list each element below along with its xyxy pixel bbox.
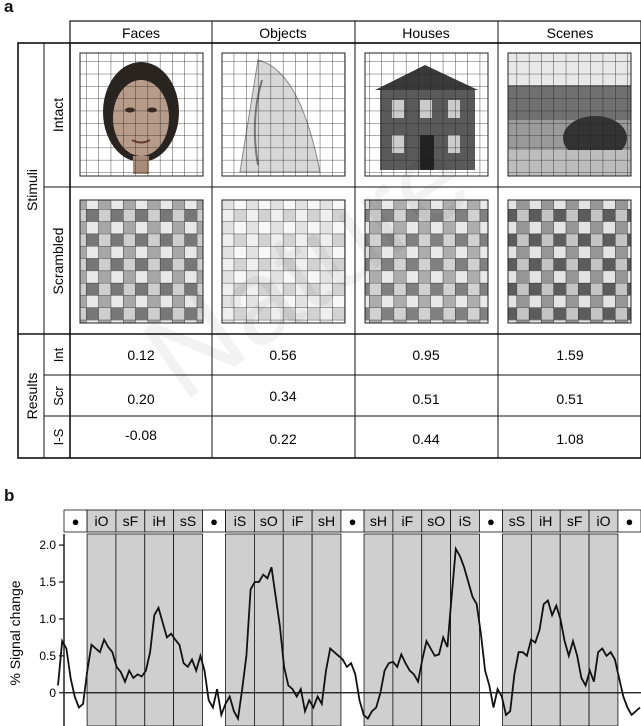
scrambled-house-image [364, 199, 489, 324]
group-label-stimuli: Stimuli [24, 169, 40, 211]
y-tick-label: 1.5 [39, 575, 56, 589]
stim-band [115, 533, 146, 726]
col-header-objects: Objects [259, 25, 306, 41]
block-label-17: iH [539, 513, 552, 529]
block-label-16: sS [509, 513, 525, 529]
block-label-14: iS [459, 513, 471, 529]
col-header-houses: Houses [402, 25, 449, 41]
results-values: 0.12 0.56 0.95 1.59 0.20 0.34 0.51 0.51 … [125, 347, 584, 447]
y-tick-label: 2.0 [39, 538, 56, 552]
result-int-scenes: 1.59 [556, 347, 583, 363]
result-scr-houses: 0.51 [412, 391, 439, 407]
y-ticks: 0 0.5 1.0 1.5 2.0 [39, 538, 64, 700]
result-is-objects: 0.22 [269, 431, 296, 447]
block-label-18: sF [567, 513, 583, 529]
signal-series-line [57, 545, 641, 722]
block-label-11: sH [370, 513, 387, 529]
stim-band [86, 533, 117, 726]
stim-band [450, 533, 480, 726]
block-label-9: sH [318, 513, 335, 529]
scrambled-face-image [79, 199, 204, 324]
block-label-13: sO [427, 513, 445, 529]
result-is-houses: 0.44 [412, 431, 439, 447]
stim-band [225, 533, 255, 726]
block-label-5: ● [210, 514, 218, 529]
signal-change-chart: ● iO sF iH sS ● iS sO iF sH ● sH iF sO iS ● sS iH sF iO ● 00… [7, 509, 641, 726]
stim-band [502, 533, 532, 726]
stimuli-results-table: Faces Objects Houses Scenes Stimuli Inta… [17, 20, 641, 459]
block-label-4: sS [180, 513, 196, 529]
stim-band [559, 533, 590, 726]
block-bands [86, 533, 619, 726]
scrambled-object-image [221, 199, 346, 324]
row-label-scrambled: Scrambled [50, 228, 66, 295]
block-label-8: iF [292, 513, 304, 529]
result-is-faces: -0.08 [125, 427, 157, 443]
result-int-faces: 0.12 [127, 347, 154, 363]
stim-band [421, 533, 451, 726]
block-label-10: ● [349, 514, 357, 529]
y-tick-label: 1.0 [39, 612, 56, 626]
row-label-int: Int [51, 347, 66, 362]
result-scr-objects: 0.34 [269, 388, 296, 404]
intact-object-image [221, 52, 346, 177]
block-label-7: sO [260, 513, 278, 529]
block-label-0: ● [72, 514, 80, 529]
stim-band [173, 533, 203, 726]
y-tick-label: 0.5 [39, 649, 56, 663]
result-scr-faces: 0.20 [127, 391, 154, 407]
stim-band [144, 533, 175, 726]
y-tick-label: 0 [49, 686, 56, 700]
block-label-19: iO [596, 513, 610, 529]
y-axis-label: % Signal change [7, 580, 23, 685]
stim-band [311, 533, 342, 726]
block-label-3: iH [153, 513, 166, 529]
stim-band [530, 533, 561, 726]
col-header-faces: Faces [122, 25, 160, 41]
result-scr-scenes: 0.51 [556, 391, 583, 407]
block-label-12: iF [401, 513, 413, 529]
intact-scene-image [507, 52, 632, 177]
block-label-20: ● [626, 514, 634, 529]
group-label-results: Results [24, 373, 40, 420]
row-label-scr: Scr [51, 386, 66, 406]
panel-a-label: a [4, 0, 14, 16]
result-is-scenes: 1.08 [556, 431, 583, 447]
column-headers: Faces Objects Houses Scenes [69, 20, 641, 44]
row-label-i-s: I-S [51, 428, 66, 445]
block-label-6: iS [234, 513, 246, 529]
result-int-objects: 0.56 [269, 347, 296, 363]
block-label-2: sF [123, 513, 139, 529]
intact-face-image [79, 52, 204, 177]
result-int-houses: 0.95 [412, 347, 439, 363]
scrambled-scene-image [507, 199, 632, 324]
block-labels: ● iO sF iH sS ● iS sO iF sH ● sH iF sO iS ● sS iH sF iO ● [63, 509, 641, 533]
panel-b-label: b [4, 486, 15, 505]
col-header-scenes: Scenes [547, 25, 594, 41]
block-label-15: ● [487, 514, 495, 529]
intact-house-image [364, 52, 489, 177]
stim-band [254, 533, 284, 726]
stim-band [392, 533, 423, 726]
stim-band [282, 533, 313, 726]
row-label-intact: Intact [50, 98, 66, 132]
stim-band [588, 533, 619, 726]
block-label-1: iO [95, 513, 109, 529]
